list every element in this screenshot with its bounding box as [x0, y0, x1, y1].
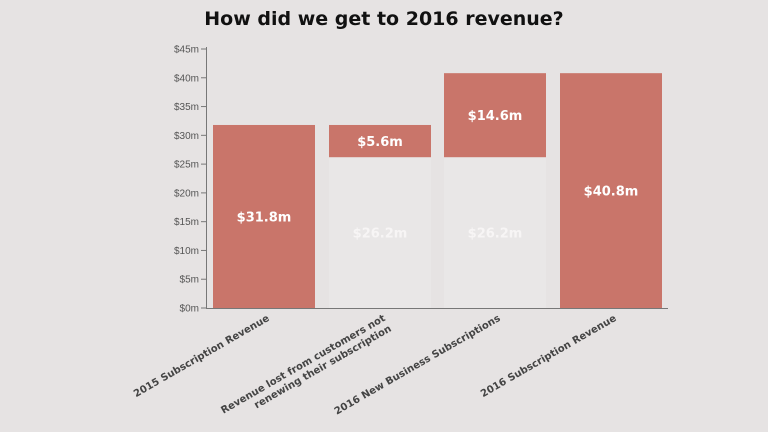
bar-data-label: $31.8m	[237, 210, 292, 225]
x-tick-label-line: 2015 Subscription Revenue	[132, 313, 272, 400]
y-tick-label: $40m	[174, 73, 199, 84]
x-tick-label: 2015 Subscription Revenue	[132, 313, 272, 400]
x-tick-label-line: 2016 Subscription Revenue	[479, 313, 619, 400]
base-data-label: $26.2m	[468, 227, 523, 242]
waterfall-bar	[329, 124, 431, 158]
y-tick-label: $10m	[174, 246, 199, 257]
y-tick-label: $20m	[174, 188, 199, 199]
bar-data-label: $5.6m	[357, 135, 403, 150]
x-tick-label: 2016 Subscription Revenue	[479, 313, 619, 400]
y-tick-label: $35m	[174, 102, 199, 113]
y-tick-label: $45m	[174, 45, 199, 56]
waterfall-base-bar	[444, 157, 546, 308]
bar-data-label: $40.8m	[584, 185, 639, 200]
chart-title: How did we get to 2016 revenue?	[204, 8, 564, 30]
waterfall-bar	[560, 73, 662, 308]
y-tick-label: $5m	[180, 275, 199, 286]
y-tick-label: $15m	[174, 217, 199, 228]
bar-data-label: $14.6m	[468, 109, 523, 124]
y-tick-label: $30m	[174, 131, 199, 142]
waterfall-bar	[213, 124, 315, 309]
y-tick-label: $25m	[174, 160, 199, 171]
base-data-label: $26.2m	[353, 227, 408, 242]
waterfall-base-bar	[329, 157, 431, 308]
waterfall-bar	[444, 73, 546, 158]
x-tick-label-line: renewing their subscription	[253, 323, 394, 411]
y-tick-label: $0m	[180, 304, 199, 315]
